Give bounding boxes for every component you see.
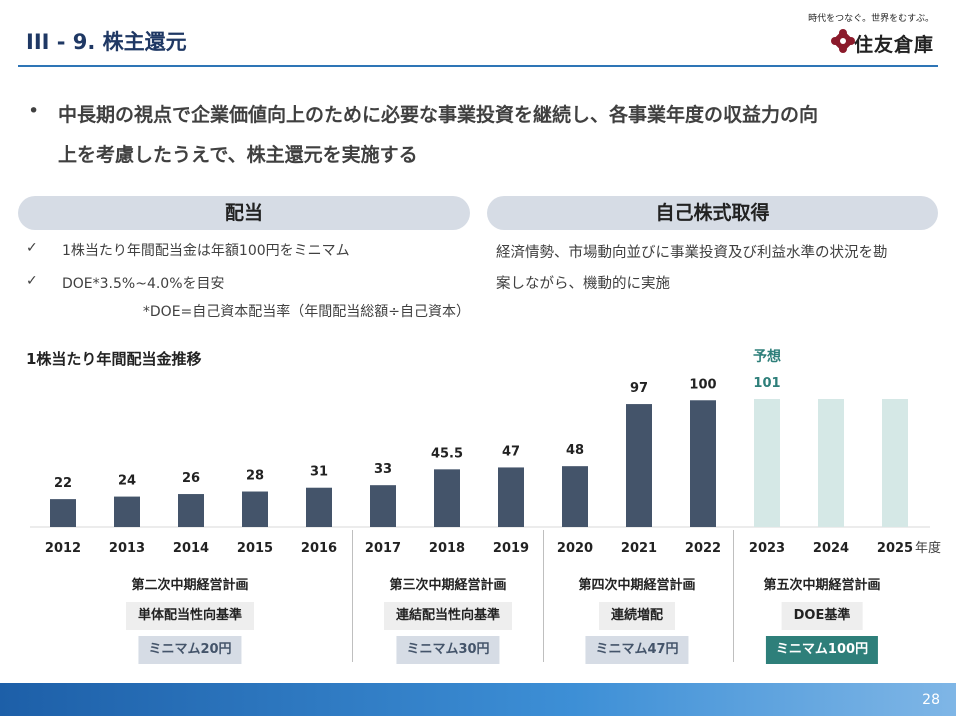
buyback-line: 案しながら、機動的に実施 — [496, 276, 670, 292]
chart-title: 1株当たり年間配当金推移 — [26, 350, 202, 368]
separator — [543, 530, 544, 662]
plan-name: 第二次中期経営計画 — [131, 578, 249, 593]
plan-policy: 連結配当性向基準 — [383, 602, 513, 630]
x-unit: 年度 — [915, 540, 941, 556]
value-label: 24 — [118, 474, 136, 489]
x-tick-label: 2014 — [173, 541, 209, 556]
value-label: 28 — [246, 469, 264, 484]
plan-name: 第四次中期経営計画 — [578, 578, 696, 593]
bullet-line: 上を考慮したうえで、株主還元を実施する — [58, 144, 418, 166]
value-label: 97 — [630, 381, 648, 396]
x-tick-label: 2023 — [749, 541, 785, 556]
bar — [306, 487, 332, 527]
bullet-dot: • — [28, 100, 40, 122]
logo-text: 住友倉庫 — [853, 34, 934, 56]
plan-minimum: ミニマム20円 — [138, 636, 242, 664]
footer-band — [0, 683, 956, 716]
plan-policy: 連続増配 — [598, 602, 676, 630]
slide-title: III - 9. 株主還元 — [26, 30, 187, 54]
plan-minimum: ミニマム100円 — [765, 636, 879, 664]
dividend-item: 1株当たり年間配当金は年額100円をミニマム — [62, 243, 350, 259]
x-tick-label: 2013 — [109, 541, 145, 556]
value-label: 33 — [374, 462, 392, 477]
plan-minimum: ミニマム47円 — [585, 636, 689, 664]
value-label: 48 — [566, 443, 584, 458]
annotation: 予想 — [753, 348, 781, 365]
plan-minimum: ミニマム30円 — [396, 636, 500, 664]
section-header: 自己株式取得 — [487, 196, 938, 230]
value-label: 31 — [310, 465, 328, 480]
bar — [50, 499, 76, 527]
value-label: 100 — [689, 377, 716, 392]
section-header: 配当 — [18, 196, 470, 230]
bar — [626, 404, 652, 527]
bar — [690, 400, 716, 527]
dividend-item: DOE*3.5%~4.0%を目安 — [62, 276, 225, 292]
value-label: 47 — [502, 444, 520, 459]
check: ✓ — [26, 240, 38, 256]
bar — [242, 491, 268, 527]
check: ✓ — [26, 273, 38, 289]
chart: 22 2012 24 2013 26 2014 28 2015 31 2016 33 2017 45.5… — [30, 348, 941, 556]
page-number: 28 — [922, 692, 940, 708]
bar — [818, 399, 844, 527]
bar — [370, 485, 396, 527]
x-tick-label: 2022 — [685, 541, 721, 556]
bar — [754, 399, 780, 527]
bar — [178, 494, 204, 527]
x-tick-label: 2021 — [621, 541, 657, 556]
plan-policy: 単体配当性向基準 — [125, 602, 255, 630]
value-label: 26 — [182, 471, 200, 486]
bar — [498, 467, 524, 527]
value-label: 22 — [54, 476, 72, 491]
x-tick-label: 2015 — [237, 541, 273, 556]
x-tick-label: 2012 — [45, 541, 81, 556]
separator — [352, 530, 353, 662]
bar — [562, 466, 588, 527]
value-label: 45.5 — [431, 446, 463, 461]
x-tick-label: 2025 — [877, 541, 913, 556]
plan-name: 第三次中期経営計画 — [389, 578, 507, 593]
bar — [882, 399, 908, 527]
logo-icon — [831, 29, 855, 53]
dividend-note: *DOE=自己資本配当率（年間配当総額÷自己資本） — [142, 304, 470, 320]
bullet-line: 中長期の視点で企業価値向上のために必要な事業投資を継続し、各事業年度の収益力の向 — [58, 104, 819, 126]
x-tick-label: 2020 — [557, 541, 593, 556]
x-tick-label: 2018 — [429, 541, 465, 556]
separator — [733, 530, 734, 662]
x-tick-label: 2016 — [301, 541, 337, 556]
x-tick-label: 2024 — [813, 541, 849, 556]
x-tick-label: 2017 — [365, 541, 401, 556]
value-label: 101 — [753, 376, 780, 391]
plan-policy: DOE基準 — [781, 602, 863, 630]
x-tick-label: 2019 — [493, 541, 529, 556]
tagline: 時代をつなぐ。世界をむすぶ。 — [808, 14, 934, 24]
bar — [434, 469, 460, 527]
title-rule — [18, 65, 938, 67]
plan-name: 第五次中期経営計画 — [763, 578, 881, 593]
buyback-line: 経済情勢、市場動向並びに事業投資及び利益水準の状況を勘 — [496, 245, 888, 261]
bar — [114, 496, 140, 527]
